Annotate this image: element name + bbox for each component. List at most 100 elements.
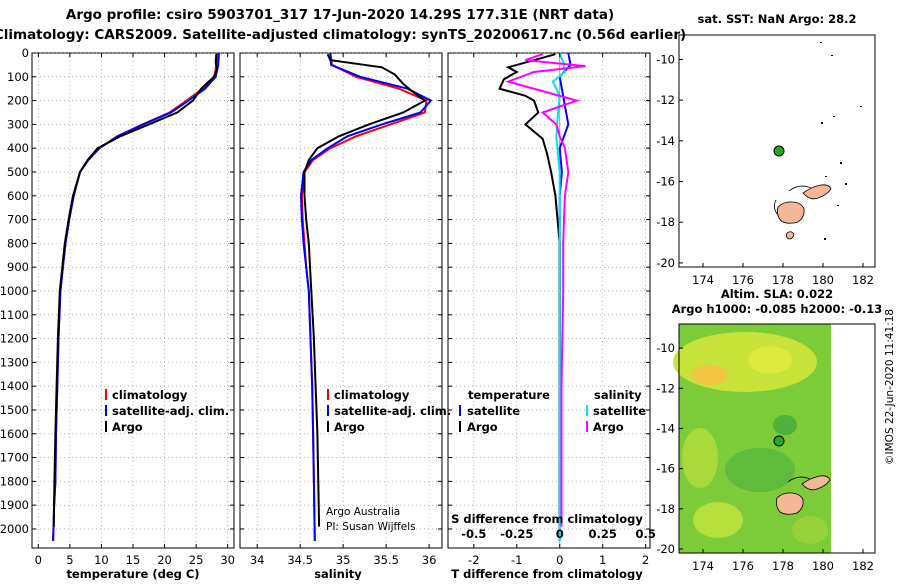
sla-field [673, 324, 831, 553]
y-tick-label: 900 [7, 260, 29, 274]
sst-map-title: sat. SST: NaN Argo: 28.2 [697, 12, 856, 26]
argo-position-marker [773, 145, 785, 157]
y-tick-label: 1600 [0, 427, 29, 441]
legend-s-argo-label: Argo [593, 420, 624, 434]
x-tick-label: 34.5 [287, 553, 313, 567]
difference-legend: temperature salinity satellite Argo sate… [459, 388, 646, 434]
y-tick-label: 500 [7, 165, 29, 179]
title-line-1: Argo profile: csiro 5903701_317 17-Jun-2… [66, 7, 614, 23]
map-x-tick-label: 180 [812, 273, 834, 287]
y-tick-label: 0 [22, 46, 29, 60]
map-y-tick-label: -14 [656, 134, 675, 148]
y-tick-label: 400 [7, 141, 29, 155]
x-tick-label: 34 [250, 553, 265, 567]
reef-outline [787, 476, 811, 483]
legend-sat-label: satellite-adj. clim. [334, 404, 451, 418]
x-tick-label: 1 [599, 553, 606, 567]
temperature-xlabel: temperature (deg C) [66, 567, 199, 580]
temperature-legend: climatology satellite-adj. clim. Argo [105, 388, 229, 434]
x-tick-label: 35.5 [373, 553, 399, 567]
y-tick-label: 800 [7, 236, 29, 250]
map-x-tick-label: 178 [772, 559, 794, 573]
x-tick-label: 20 [157, 553, 172, 567]
series-satellite-adj-clim- [52, 52, 220, 541]
x-tick-label: 5 [66, 553, 73, 567]
vanua-levu-island [802, 184, 832, 200]
series-argo [303, 53, 427, 527]
s-tick-label: 0.25 [589, 527, 617, 541]
s-tick-label: -0.5 [461, 527, 486, 541]
map-x-tick-label: 176 [732, 273, 754, 287]
y-tick-label: 1800 [0, 474, 29, 488]
legend-sat-label: satellite-adj. clim. [112, 404, 229, 418]
legend-s-sat-label: satellite [593, 404, 646, 418]
x-tick-label: 2 [642, 553, 649, 567]
y-tick-label: 200 [7, 94, 29, 108]
x-tick-label: 0 [35, 553, 42, 567]
y-tick-label: 100 [7, 70, 29, 84]
s-difference-axis-title: S difference from climatology [451, 512, 643, 526]
map-y-tick-label: -16 [656, 462, 675, 476]
y-tick-label: 1400 [0, 379, 29, 393]
attribution-line-2: PI: Susan Wijffels [326, 521, 416, 533]
series-argo [52, 54, 219, 527]
map-y-tick-label: -12 [656, 381, 675, 395]
map-x-tick-label: 180 [812, 559, 834, 573]
map-y-tick-label: -18 [656, 215, 675, 229]
x-tick-label: 35 [336, 553, 351, 567]
x-tick-label: 36 [422, 553, 437, 567]
y-tick-label: 300 [7, 117, 29, 131]
y-tick-label: 1100 [0, 308, 29, 322]
reef-outline [774, 199, 779, 216]
y-tick-label: 1900 [0, 498, 29, 512]
x-tick-label: -2 [468, 553, 479, 567]
salinity-axes-frame [239, 52, 443, 549]
difference-axes-frame [447, 52, 651, 549]
y-tick-label: 1200 [0, 332, 29, 346]
map-y-tick-label: -12 [656, 93, 675, 107]
map-y-tick-label: -20 [656, 542, 675, 556]
x-tick-label: 30 [220, 553, 235, 567]
coastline-islands [776, 475, 831, 515]
reef-outline [788, 185, 812, 192]
vanua-levu-island [801, 475, 831, 491]
attribution-line-1: Argo Australia [326, 506, 400, 518]
legend-head-salinity: salinity [594, 388, 642, 402]
coastline-islands [774, 184, 832, 240]
x-tick-label: 10 [94, 553, 109, 567]
legend-argo-label: Argo [112, 420, 143, 434]
salinity-xlabel: salinity [314, 567, 362, 580]
salinity-legend: climatology satellite-adj. clim. Argo [327, 388, 451, 434]
legend-t-argo-label: Argo [467, 420, 498, 434]
salinity-panel: 34 34.5 35 35.5 36 salinity climatology sate… [239, 52, 451, 581]
y-tick-label: 700 [7, 213, 29, 227]
series-s-argo [504, 53, 586, 527]
s-tick-label: -0.25 [500, 527, 533, 541]
sla-map: Altim. SLA: 0.022 Argo h1000: -0.085 h20… [656, 287, 882, 573]
kadavu-island [785, 231, 795, 240]
map-y-tick-label: -14 [656, 421, 675, 435]
series-t-argo [498, 53, 561, 527]
y-tick-label: 600 [7, 189, 29, 203]
t-difference-xlabel: T difference from climatology [451, 567, 643, 580]
sst-map: sat. SST: NaN Argo: 28.2 174 176 178 180 182… [656, 12, 876, 287]
sla-map-title-1: Altim. SLA: 0.022 [721, 287, 833, 301]
map-y-tick-label: -16 [656, 175, 675, 189]
viti-levu-island [776, 492, 804, 515]
viti-levu-island [777, 201, 805, 224]
difference-panel: -2 -1 0 1 2 temperature salinity satellite A… [447, 52, 656, 581]
map-x-tick-label: 182 [852, 559, 874, 573]
imos-credit: ©IMOS 22-Jun-2020 11:41:18 [884, 309, 896, 465]
map-x-tick-label: 174 [692, 559, 714, 573]
y-tick-label: 1000 [0, 284, 29, 298]
y-tick-label: 1300 [0, 355, 29, 369]
map-x-tick-label: 182 [852, 273, 874, 287]
temperature-panel: 0100200300400500600700800900100011001200… [0, 46, 235, 581]
map-x-tick-label: 174 [692, 273, 714, 287]
x-tick-label: 15 [126, 553, 141, 567]
series-climatology [52, 52, 218, 541]
map-y-tick-label: -10 [656, 341, 675, 355]
map-x-tick-label: 178 [772, 273, 794, 287]
x-tick-label: -1 [511, 553, 522, 567]
